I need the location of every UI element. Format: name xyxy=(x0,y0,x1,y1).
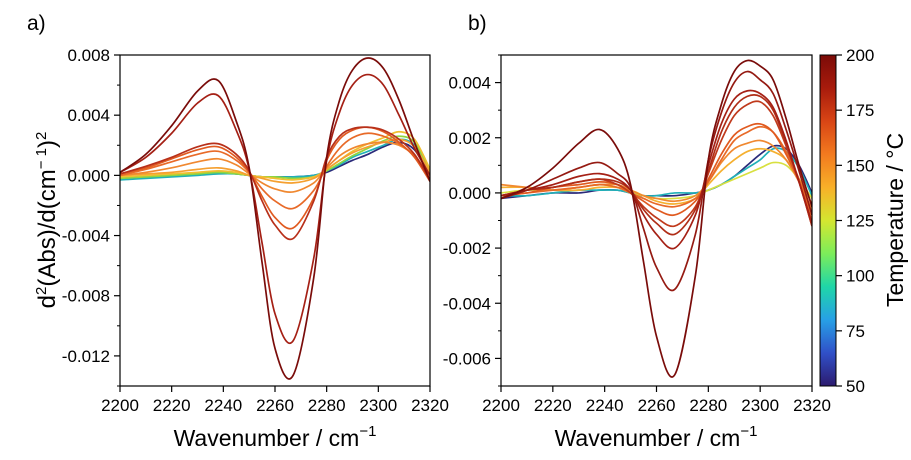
panel-label-a: a) xyxy=(27,12,46,35)
colorbar-ticks: 50 75 100 125 150 175 200 xyxy=(836,46,874,396)
colorbar-tick-label-6: 200 xyxy=(846,46,874,65)
panel-a-lines xyxy=(120,57,430,380)
panel-a-xlabel-text: Wavenumber / cm xyxy=(174,425,360,451)
colorbar-gradient xyxy=(819,54,837,387)
panel-b-xtick-label-2: 2240 xyxy=(586,396,624,415)
y-axis-label-d: d xyxy=(34,295,61,308)
panel-a-ytick-label-4: -0.008 xyxy=(62,287,110,306)
panel-a-xtick-label-3: 2260 xyxy=(256,396,294,415)
panel-a-series-8 xyxy=(120,126,430,241)
panel-b-xtick-label-3: 2260 xyxy=(638,396,676,415)
panel-b-ticks: 2200 2220 2240 2260 2280 2300 2320 0.004 0.002 0.… xyxy=(443,54,831,415)
panel-a-ytick-label-2: 0.000 xyxy=(67,166,110,185)
panel-a-frame xyxy=(119,54,431,387)
panel-b-ytick-label-5: -0.006 xyxy=(443,349,491,368)
panel-b-xlabel: Wavenumber / cm−1 xyxy=(555,423,758,451)
panel-b-ytick-label-4: -0.004 xyxy=(443,294,491,313)
panel-a-series-3 xyxy=(120,130,430,181)
colorbar-tick-label-5: 175 xyxy=(846,101,874,120)
panel-a-xtick-label-2: 2240 xyxy=(204,396,242,415)
panel-b-series-9 xyxy=(501,89,812,250)
panel-b-ytick-label-2: 0.000 xyxy=(448,184,491,203)
panel-a-ytick-label-3: -0.004 xyxy=(62,227,110,246)
panel-a-xtick-label-4: 2280 xyxy=(308,396,346,415)
panel-a-series-2 xyxy=(120,135,430,180)
panel-a-xlabel-sup: −1 xyxy=(359,423,376,440)
panel-b-lines xyxy=(501,59,812,378)
panel-a-ytick-label-1: 0.004 xyxy=(67,106,110,125)
panel-b-ytick-label-1: 0.002 xyxy=(448,129,491,148)
panel-a-ytick-label-0: 0.008 xyxy=(67,46,110,65)
panel-a-series-5 xyxy=(120,141,430,193)
panel-a-ticks: 2200 2220 2240 2260 2280 2300 2320 0.008 0.004 0.… xyxy=(62,46,449,415)
panel-label-b: b) xyxy=(468,12,487,35)
panel-b-xtick-label-5: 2300 xyxy=(741,396,779,415)
y-axis-label: d2(Abs)/d(cm− 1)2 xyxy=(33,132,61,309)
panel-b-xlabel-text: Wavenumber / cm xyxy=(555,425,741,451)
panel-b-series-6 xyxy=(501,122,812,221)
panel-b-xtick-label-6: 2320 xyxy=(793,396,831,415)
y-axis-label-mid: (Abs)/d(cm xyxy=(34,169,61,286)
panel-b: 2200 2220 2240 2260 2280 2300 2320 0.004 0.002 0.… xyxy=(443,54,831,451)
panel-a-xtick-label-0: 2200 xyxy=(101,396,139,415)
colorbar-label: Temperature / °C xyxy=(882,133,908,307)
panel-b-series-0 xyxy=(501,144,812,200)
y-axis-label-sup3: 2 xyxy=(33,132,50,140)
panel-a-xtick-label-1: 2220 xyxy=(153,396,191,415)
colorbar-tick-label-1: 75 xyxy=(846,322,865,341)
colorbar-tick-label-4: 150 xyxy=(846,156,874,175)
panel-b-xtick-label-4: 2280 xyxy=(689,396,727,415)
panel-a: 2200 2220 2240 2260 2280 2300 2320 0.008 0.004 0.… xyxy=(62,46,449,451)
panel-b-xlabel-sup: −1 xyxy=(740,423,757,440)
panel-a-ytick-label-5: -0.012 xyxy=(62,347,110,366)
panel-a-xlabel: Wavenumber / cm−1 xyxy=(174,423,377,451)
panel-b-series-3 xyxy=(501,147,812,205)
panel-a-series-6 xyxy=(120,132,430,210)
panel-b-ytick-label-0: 0.004 xyxy=(448,74,491,93)
y-axis-label-sup2: − 1 xyxy=(33,148,50,169)
panel-b-series-11 xyxy=(501,59,812,378)
panel-b-xtick-label-1: 2220 xyxy=(534,396,572,415)
colorbar: 50 75 100 125 150 175 200 Temperature / °C xyxy=(819,46,908,396)
panel-a-series-10 xyxy=(120,57,430,380)
panel-b-ytick-label-3: -0.002 xyxy=(443,239,491,258)
panel-a-xtick-label-6: 2320 xyxy=(411,396,449,415)
panel-a-series-9 xyxy=(120,73,430,344)
panel-b-series-7 xyxy=(501,100,812,228)
panel-a-xtick-label-5: 2300 xyxy=(359,396,397,415)
panel-b-xtick-label-0: 2200 xyxy=(482,396,520,415)
panel-b-series-8 xyxy=(501,93,812,236)
panel-a-series-7 xyxy=(120,126,430,230)
panel-a-series-1 xyxy=(120,138,430,181)
colorbar-tick-label-3: 125 xyxy=(846,212,874,231)
y-axis-label-close: ) xyxy=(34,140,61,148)
colorbar-tick-label-0: 50 xyxy=(846,377,865,396)
colorbar-tick-label-2: 100 xyxy=(846,267,874,286)
panel-b-series-10 xyxy=(501,70,812,292)
y-axis-label-sup1: 2 xyxy=(33,287,50,295)
